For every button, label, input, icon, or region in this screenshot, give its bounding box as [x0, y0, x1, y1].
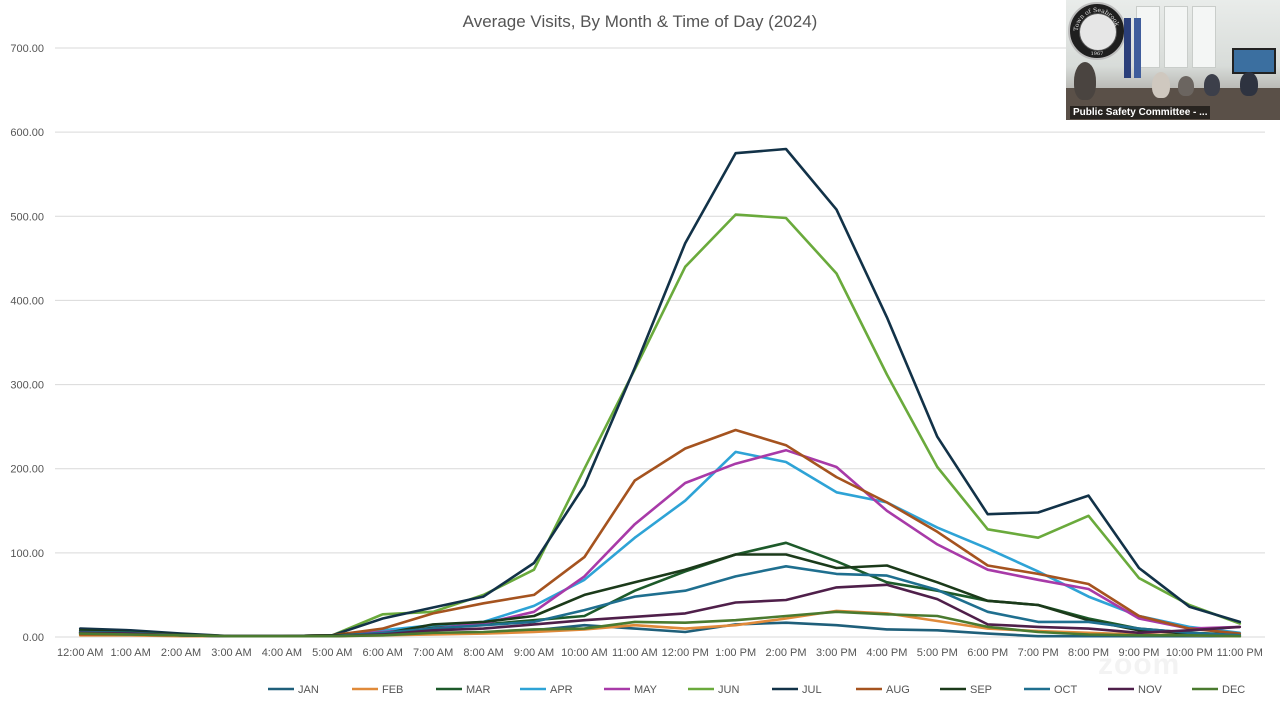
chart-title: Average Visits, By Month & Time of Day (…: [463, 12, 818, 31]
legend-label: OCT: [1054, 684, 1078, 696]
window: [1164, 6, 1188, 68]
x-tick-label: 10:00 PM: [1166, 647, 1213, 659]
x-tick-label: 1:00 PM: [715, 647, 756, 659]
x-tick-label: 2:00 AM: [161, 647, 201, 659]
video-tile-caption: Public Safety Committee - ...: [1070, 106, 1211, 119]
x-tick-label: 12:00 AM: [57, 647, 103, 659]
series-line-may: [78, 448, 1242, 638]
town-seal-logo: Town of Seabrook 1967: [1068, 2, 1126, 60]
participant-figure: [1074, 62, 1096, 100]
series-line-sep: [78, 553, 1242, 638]
x-tick-label: 8:00 AM: [463, 647, 503, 659]
legend-label: MAY: [634, 684, 658, 696]
x-tick-label: 5:00 AM: [312, 647, 352, 659]
legend-label: SEP: [970, 684, 992, 696]
x-tick-label: 5:00 PM: [917, 647, 958, 659]
y-tick-label: 600.00: [10, 127, 44, 139]
flag: [1134, 18, 1141, 78]
legend-label: NOV: [1138, 684, 1163, 696]
y-tick-label: 400.00: [10, 295, 44, 307]
legend: JAN FEB MAR APR MAY JUN JUL AUG SEP OCT NOV DEC: [268, 684, 1245, 696]
participant-figure: [1204, 74, 1220, 96]
wall-monitor: [1232, 48, 1276, 74]
legend-label: FEB: [382, 684, 403, 696]
legend-label: APR: [550, 684, 573, 696]
legend-label: AUG: [886, 684, 910, 696]
y-tick-label: 100.00: [10, 548, 44, 560]
legend-label: JUL: [802, 684, 822, 696]
participant-figure: [1178, 76, 1194, 96]
x-tick-label: 11:00 PM: [1217, 647, 1263, 659]
x-tick-label: 7:00 AM: [413, 647, 453, 659]
legend-label: JAN: [298, 684, 319, 696]
seal-text: Town of Seabrook: [1073, 7, 1120, 31]
x-axis-tick-labels: 12:00 AM 1:00 AM 2:00 AM 3:00 AM 4:00 AM 5:00…: [57, 647, 1263, 659]
legend-label: MAR: [466, 684, 491, 696]
series-line-dec: [78, 610, 1242, 638]
series-line-apr: [78, 450, 1242, 638]
participant-video-tile[interactable]: Town of Seabrook 1967 Public Safety Comm…: [1066, 0, 1280, 120]
x-tick-label: 7:00 PM: [1018, 647, 1059, 659]
x-tick-label: 4:00 PM: [866, 647, 907, 659]
svg-text:Town of Seabrook: Town of Seabrook: [1073, 7, 1120, 31]
x-tick-label: 6:00 PM: [967, 647, 1008, 659]
y-tick-label: 0.00: [23, 632, 44, 644]
y-tick-label: 300.00: [10, 380, 44, 392]
zoom-watermark: zoom: [1098, 648, 1181, 681]
series-line-jul: [78, 147, 1242, 638]
window: [1192, 6, 1216, 68]
x-tick-label: 6:00 AM: [363, 647, 403, 659]
legend-label: JUN: [718, 684, 739, 696]
x-tick-label: 3:00 PM: [816, 647, 857, 659]
participant-figure: [1152, 72, 1170, 98]
x-tick-label: 1:00 AM: [110, 647, 150, 659]
gridlines: [55, 47, 1265, 638]
x-tick-label: 2:00 PM: [766, 647, 807, 659]
seal-year: 1967: [1091, 51, 1104, 57]
x-tick-label: 11:00 AM: [612, 647, 658, 659]
x-tick-label: 9:00 PM: [1118, 647, 1159, 659]
series-line-aug: [78, 428, 1242, 638]
series-lines: [78, 147, 1242, 638]
x-tick-label: 8:00 PM: [1068, 647, 1109, 659]
flag: [1124, 18, 1131, 78]
participant-figure: [1240, 72, 1258, 96]
y-tick-label: 500.00: [10, 211, 44, 223]
legend-label: DEC: [1222, 684, 1245, 696]
series-line-jun: [78, 213, 1242, 638]
x-tick-label: 4:00 AM: [262, 647, 302, 659]
y-axis-tick-labels: 0.00 100.00 200.00 300.00 400.00 500.00 600.00…: [10, 43, 44, 644]
y-tick-label: 200.00: [10, 464, 44, 476]
x-tick-label: 9:00 AM: [514, 647, 554, 659]
x-tick-label: 12:00 PM: [662, 647, 709, 659]
y-tick-label: 700.00: [10, 43, 44, 55]
x-tick-label: 3:00 AM: [211, 647, 251, 659]
x-tick-label: 10:00 AM: [561, 647, 607, 659]
